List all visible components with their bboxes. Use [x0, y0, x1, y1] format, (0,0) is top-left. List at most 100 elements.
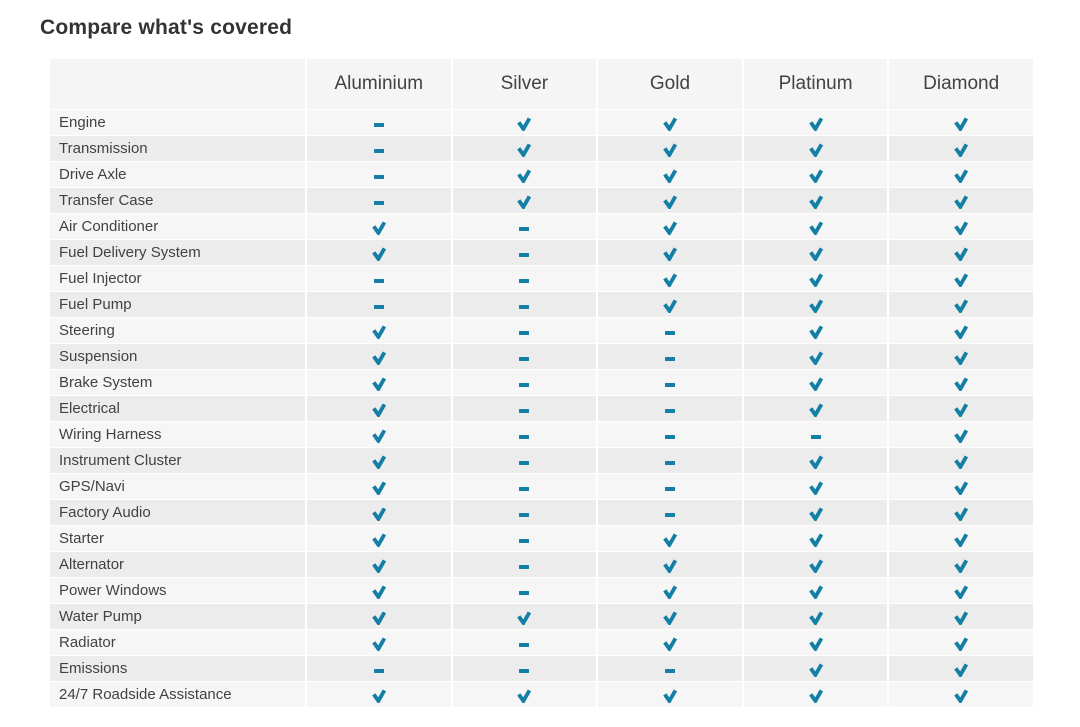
coverage-cell [452, 604, 597, 629]
dash-icon [664, 435, 675, 440]
coverage-cell [452, 630, 597, 655]
check-icon [808, 273, 823, 288]
coverage-cell [307, 422, 451, 447]
coverage-cell [452, 110, 597, 135]
table-row: Fuel Pump [50, 292, 1033, 317]
coverage-cell [743, 448, 888, 473]
check-icon [371, 377, 386, 392]
coverage-cell [889, 656, 1033, 681]
row-label: Starter [50, 526, 305, 551]
coverage-cell [307, 214, 451, 239]
row-label: Suspension [50, 344, 305, 369]
check-icon [954, 351, 969, 366]
coverage-cell [889, 344, 1033, 369]
check-icon [954, 455, 969, 470]
row-label: Air Conditioner [50, 214, 305, 239]
check-icon [954, 325, 969, 340]
check-icon [371, 507, 386, 522]
check-icon [954, 559, 969, 574]
row-label: Electrical [50, 396, 305, 421]
coverage-cell [743, 396, 888, 421]
coverage-cell [889, 500, 1033, 525]
table-row: Transmission [50, 136, 1033, 161]
check-icon [808, 455, 823, 470]
page-title: Compare what's covered [40, 16, 293, 39]
coverage-cell [307, 604, 451, 629]
coverage-cell [452, 656, 597, 681]
coverage-cell [307, 110, 451, 135]
dash-icon [373, 669, 384, 674]
coverage-cell [307, 448, 451, 473]
dash-icon [519, 643, 530, 648]
check-icon [954, 247, 969, 262]
coverage-cell [889, 630, 1033, 655]
row-label: Instrument Cluster [50, 448, 305, 473]
check-icon [808, 481, 823, 496]
coverage-cell [889, 162, 1033, 187]
row-label: Wiring Harness [50, 422, 305, 447]
dash-icon [664, 357, 675, 362]
table-row: Suspension [50, 344, 1033, 369]
coverage-cell [307, 162, 451, 187]
check-icon [663, 533, 677, 548]
header-plan-platinum: Platinum [743, 59, 888, 109]
coverage-cell [598, 526, 742, 551]
coverage-cell [452, 500, 597, 525]
coverage-cell [598, 370, 742, 395]
check-icon [954, 429, 969, 444]
row-label: Radiator [50, 630, 305, 655]
coverage-cell [452, 162, 597, 187]
check-icon [808, 533, 823, 548]
coverage-cell [307, 266, 451, 291]
check-icon [663, 117, 677, 132]
coverage-cell [452, 578, 597, 603]
check-icon [371, 221, 386, 236]
dash-icon [373, 279, 384, 284]
coverage-cell [598, 136, 742, 161]
coverage-cell [743, 292, 888, 317]
dash-icon [664, 669, 675, 674]
check-icon [808, 169, 823, 184]
coverage-cell [598, 188, 742, 213]
dash-icon [519, 669, 530, 674]
coverage-cell [743, 214, 888, 239]
coverage-cell [889, 396, 1033, 421]
check-icon [371, 403, 386, 418]
coverage-cell [452, 214, 597, 239]
coverage-cell [889, 370, 1033, 395]
coverage-cell [598, 110, 742, 135]
table-row: Factory Audio [50, 500, 1033, 525]
check-icon [954, 481, 969, 496]
coverage-cell [598, 318, 742, 343]
check-icon [808, 507, 823, 522]
coverage-cell [743, 500, 888, 525]
check-icon [371, 351, 386, 366]
check-icon [808, 325, 823, 340]
dash-icon [519, 435, 530, 440]
check-icon [808, 611, 823, 626]
table-row: Transfer Case [50, 188, 1033, 213]
check-icon [517, 169, 532, 184]
check-icon [954, 221, 969, 236]
check-icon [954, 403, 969, 418]
row-label: Brake System [50, 370, 305, 395]
coverage-cell [452, 240, 597, 265]
coverage-cell [452, 136, 597, 161]
table-row: GPS/Navi [50, 474, 1033, 499]
check-icon [371, 689, 386, 704]
table-row: Steering [50, 318, 1033, 343]
coverage-cell [743, 656, 888, 681]
check-icon [954, 585, 969, 600]
coverage-cell [598, 344, 742, 369]
dash-icon [373, 201, 384, 206]
coverage-comparison-table: Aluminium Silver Gold Platinum Diamond E… [48, 58, 1035, 708]
check-icon [663, 559, 677, 574]
table-row: Water Pump [50, 604, 1033, 629]
check-icon [808, 195, 823, 210]
coverage-cell [598, 422, 742, 447]
dash-icon [519, 331, 530, 336]
check-icon [808, 663, 823, 678]
check-icon [954, 611, 969, 626]
dash-icon [519, 227, 530, 232]
dash-icon [373, 149, 384, 154]
